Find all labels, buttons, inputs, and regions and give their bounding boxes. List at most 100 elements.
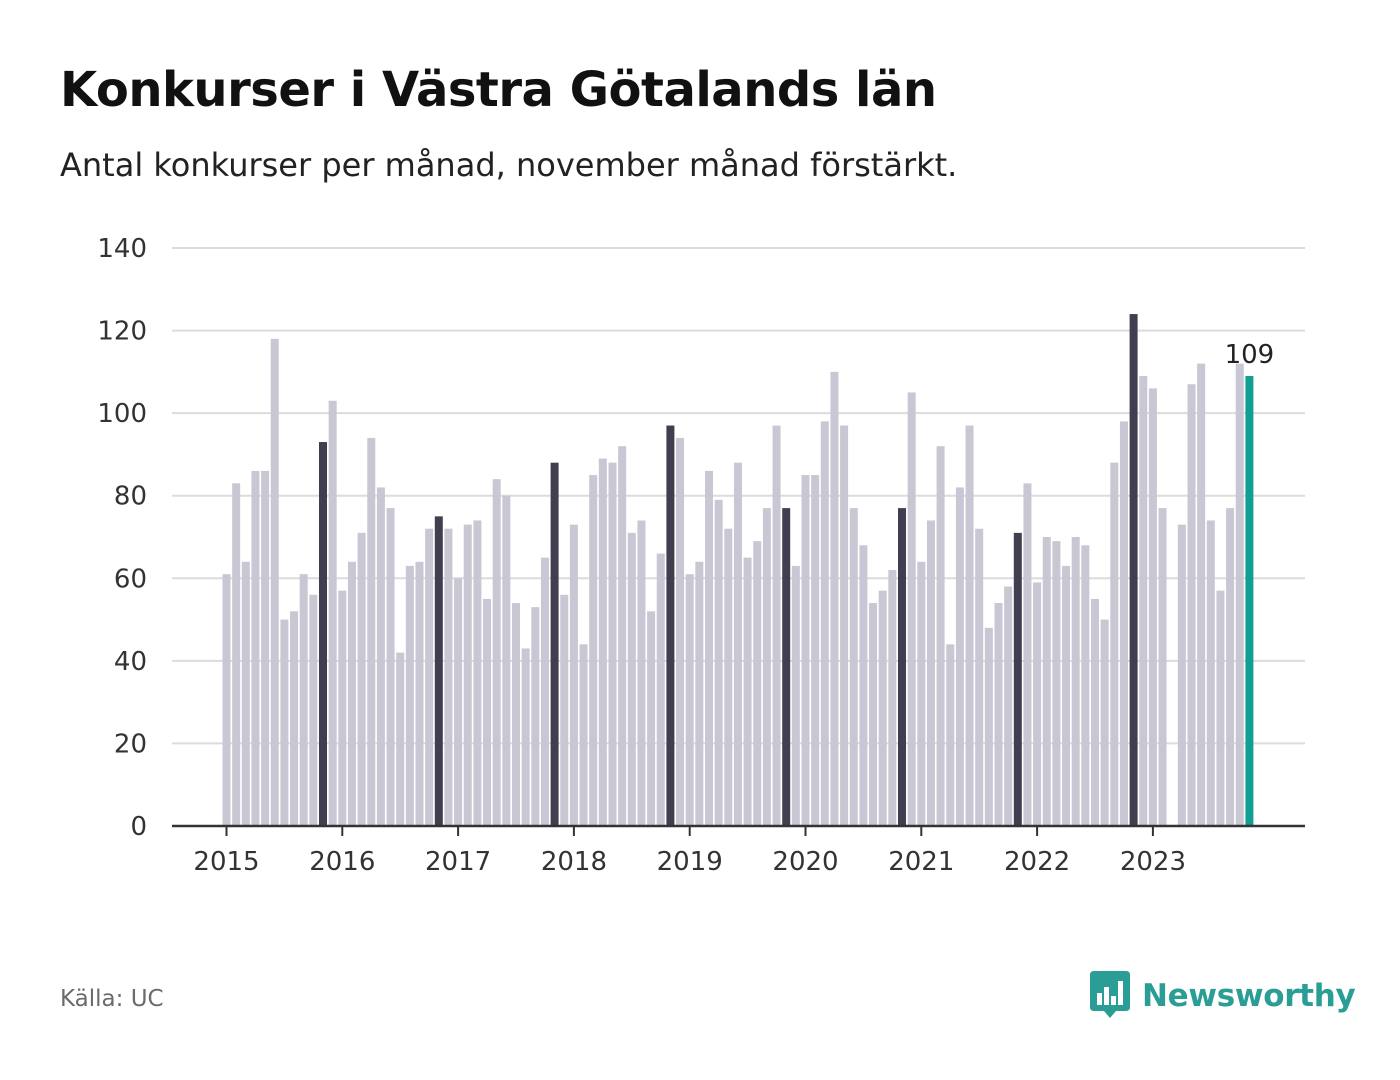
bar [1226,508,1235,826]
bar [1129,314,1138,826]
bar [733,462,742,826]
y-tick-label: 40 [114,647,147,677]
bar-chart-speech-bubble-icon [1090,969,1130,1023]
bar [434,516,443,826]
bar [357,532,366,826]
bar [405,565,414,826]
bar [608,462,617,826]
bar [280,619,289,826]
bar [270,338,279,826]
y-tick-label: 120 [97,317,147,347]
bar [820,421,829,826]
bar [1081,545,1090,826]
brand[interactable]: Newsworthy [1090,969,1356,1023]
bar [338,590,347,826]
y-axis-ticks: 0 20 40 60 80 100 120 140 [97,234,147,842]
bar [367,437,376,826]
bar [782,508,791,826]
bar [946,644,955,826]
bar [1187,384,1196,826]
y-tick-label: 20 [114,729,147,759]
bar [1023,483,1032,826]
bar [811,475,820,826]
bar [589,475,598,826]
x-tick-label: 2017 [425,847,491,877]
bar [830,371,839,826]
bar [241,561,250,826]
bar [1071,537,1080,826]
x-tick-label: 2019 [657,847,723,877]
bar [878,590,887,826]
bar [705,470,713,826]
x-tick-label: 2018 [541,847,607,877]
bar [1004,586,1013,826]
bar [492,479,501,826]
bar [1216,590,1225,826]
bar [463,524,472,826]
bar [502,495,511,826]
y-tick-label: 140 [97,234,147,264]
bar [724,528,733,826]
bar [859,545,868,826]
bar [907,392,916,826]
bar [647,611,656,826]
bar [232,483,241,826]
x-tick-label: 2020 [772,847,838,877]
bar [473,520,482,826]
bar [695,561,704,826]
bar [454,578,463,826]
chart-subtitle: Antal konkurser per månad, november måna… [60,146,958,184]
bar [1062,565,1071,826]
bar [753,541,762,826]
bar [917,561,926,826]
bar [801,475,810,826]
bar [1110,462,1119,826]
bar [762,508,771,826]
bar [926,520,935,826]
bar [1197,363,1206,826]
bar [386,508,395,826]
brand-name: Newsworthy [1142,978,1356,1014]
y-tick-label: 0 [130,812,147,842]
bar [975,528,984,826]
x-axis-ticks: 2015 2016 2017 2018 2019 2020 2021 2022 2023 [193,826,1186,877]
bar [415,561,424,826]
bar [512,603,520,826]
bar [840,425,849,826]
bar [1139,375,1148,826]
bar [1148,388,1157,826]
bar [1013,532,1022,826]
bar [579,644,588,826]
bar [1119,421,1128,826]
bar [936,446,945,826]
bar [637,520,646,826]
bar [347,561,356,826]
bar [328,400,337,826]
bar [444,528,453,826]
bar [560,594,569,826]
bar [222,574,231,826]
bar [888,570,897,826]
bar [1033,582,1042,826]
bar [290,611,299,826]
bar [261,470,270,826]
latest-value-label: 109 [1225,340,1275,370]
x-tick-label: 2021 [888,847,954,877]
bar [1091,598,1099,826]
bar [569,524,578,826]
y-tick-label: 80 [114,482,147,512]
bar [955,487,964,826]
bar [540,557,549,826]
bar [772,425,781,826]
bar [743,557,752,826]
bar [531,607,540,826]
bar [714,499,723,826]
bar [425,528,434,826]
x-tick-label: 2016 [309,847,375,877]
bar [299,574,308,826]
bar [656,553,665,826]
x-tick-label: 2022 [1004,847,1070,877]
bar [1052,541,1061,826]
bar [627,532,636,826]
